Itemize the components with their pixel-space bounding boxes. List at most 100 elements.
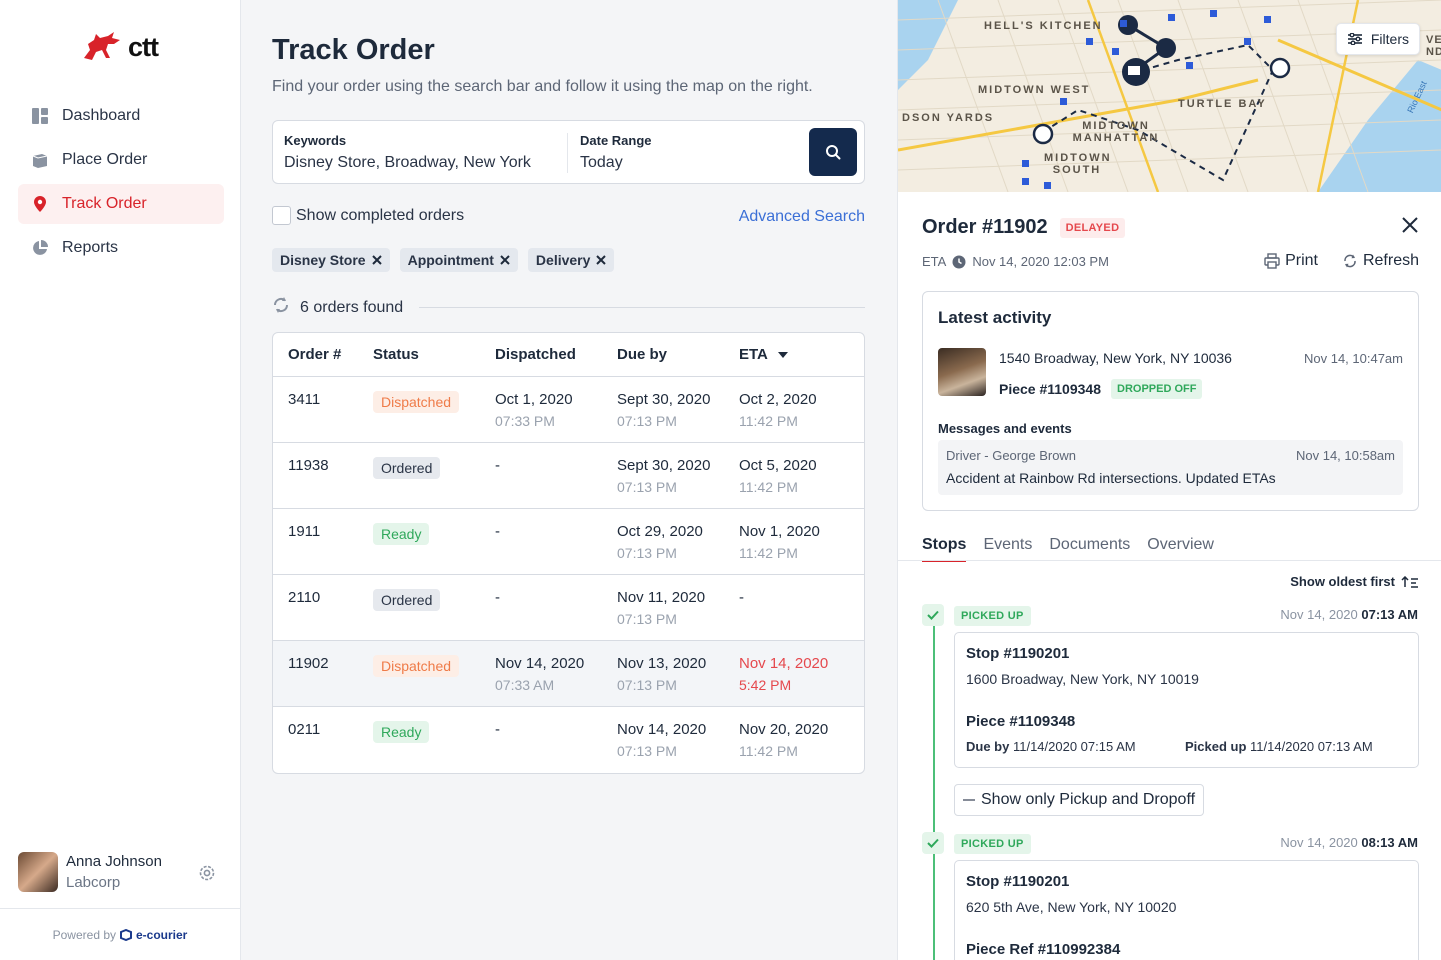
logo[interactable]: ctt [80,30,159,64]
stop-piece: Piece Ref #110992384 [966,941,1121,958]
stop-time: Nov 14, 2020 07:13 AM [1280,607,1418,622]
show-only-pickup-dropoff-button[interactable]: Show only Pickup and Dropoff [954,784,1205,816]
sidebar-item-label: Reports [62,239,119,256]
table-row[interactable]: 11938 Ordered - Sept 30, 2020 07:13 PM Oc… [273,443,864,509]
message-time: Nov 14, 10:58am [1295,448,1395,463]
stop-picked-label: Picked up [1185,739,1247,754]
filters-button[interactable]: Filters [1335,23,1420,55]
keywords-input[interactable]: Disney Store, Broadway, New York [284,154,531,171]
message-text: Accident at Rainbow Rd intersections. Up… [946,470,1276,486]
close-icon[interactable] [500,255,510,265]
sidebar-item-reports[interactable]: Reports [18,228,224,268]
map-label: MIDTOWN WEST [978,84,1091,96]
user-profile[interactable]: Anna Johnson Labcorp [18,852,224,892]
due-date: Nov 14, 2020 [617,721,707,738]
order-number: 1911 [288,523,321,540]
stop-address: 1600 Broadway, New York, NY 10019 [966,671,1199,687]
chip-label: Delivery [535,252,591,268]
table-row-selected[interactable]: 11902 Dispatched Nov 14, 2020 07:33 AM No… [273,641,864,707]
due-date: Nov 13, 2020 [617,655,707,672]
activity-piece-label: Piece #1109348 [999,381,1101,397]
orders-table: Order # Status Dispatched Due by ETA 341… [272,332,865,774]
order-number: 0211 [288,721,321,738]
status-badge: DELAYED [1059,217,1126,238]
sort-down-icon[interactable] [777,351,788,358]
advanced-search-link[interactable]: Advanced Search [738,208,865,225]
stop-title: Stop #1190201 [966,645,1070,662]
eta-date: Oct 5, 2020 [739,457,817,474]
package-photo[interactable] [938,348,986,396]
close-icon[interactable] [371,255,382,265]
filter-chip[interactable]: Appointment [399,248,518,272]
filter-chip[interactable]: Disney Store [272,248,390,272]
keywords-field[interactable]: Keywords Disney Store, Broadway, New Yor… [284,133,531,172]
check-icon [922,832,944,854]
status-badge: Ordered [373,457,441,479]
table-row[interactable]: 0211 Ready - Nov 14, 2020 07:13 PM Nov 20… [273,707,864,773]
date-range-label: Date Range [580,133,652,148]
tab-events[interactable]: Events [983,536,1033,553]
dispatched-time: 07:33 PM [495,413,555,429]
pie-chart-icon [32,240,48,256]
filter-chip[interactable]: Delivery [527,248,615,272]
dashboard-icon [32,108,48,124]
search-button[interactable] [809,128,857,176]
sort-ascending-icon [1401,575,1418,588]
show-completed-label: Show completed orders [296,206,465,224]
table-header: Order # Status Dispatched Due by ETA [273,333,864,377]
detail-actions: Print Refresh [1264,252,1419,270]
col-eta[interactable]: ETA [739,346,864,363]
tab-overview[interactable]: Overview [1147,536,1214,553]
logo-text: ctt [128,31,159,62]
sidebar-item-dashboard[interactable]: Dashboard [18,96,224,136]
clock-icon [952,255,966,268]
stop-card[interactable]: Stop #1190201 1600 Broadway, New York, N… [954,632,1419,768]
dispatched-date: Oct 1, 2020 [495,391,573,408]
refresh-button[interactable]: Refresh [1342,252,1419,270]
search-bar: Keywords Disney Store, Broadway, New Yor… [272,120,865,184]
sort-toggle[interactable]: Show oldest first [1290,574,1419,589]
tab-stops[interactable]: Stops [922,536,967,562]
close-icon[interactable] [1401,216,1419,239]
sidebar-item-place-order[interactable]: Place Order [18,140,224,180]
print-label: Print [1285,252,1318,269]
table-row[interactable]: 1911 Ready - Oct 29, 2020 07:13 PM Nov 1,… [273,509,864,575]
show-completed-row[interactable]: Show completed orders [272,206,464,225]
activity-time: Nov 14, 10:47am [1303,351,1403,366]
due-date: Sept 30, 2020 [617,391,711,408]
tab-documents[interactable]: Documents [1049,536,1131,553]
refresh-icon[interactable] [272,296,290,319]
message-item[interactable]: Driver - George Brown Nov 14, 10:58am Ac… [938,440,1403,495]
eta-value: Nov 14, 2020 12:03 PM [972,254,1109,269]
keywords-label: Keywords [284,133,347,148]
col-status[interactable]: Status [373,346,419,363]
show-completed-checkbox[interactable] [272,206,291,225]
gear-icon[interactable] [198,864,216,887]
date-range-field[interactable]: Date Range Today [580,133,652,172]
order-title-text: Order #11902 [922,216,1048,238]
close-icon[interactable] [596,255,607,265]
map[interactable]: HELL'S KITCHEN MIDTOWN WEST DSON YARDS M… [898,0,1441,192]
stop-card[interactable]: Stop #1190201 620 5th Ave, New York, NY … [954,860,1419,960]
printer-icon [1264,253,1280,269]
table-row[interactable]: 3411 Dispatched Oct 1, 2020 07:33 PM Sept… [273,377,864,443]
sidebar: ctt Dashboard Place Order Track Order Re… [0,0,241,960]
print-button[interactable]: Print [1264,252,1318,270]
status-badge: Ready [373,721,430,743]
col-due-by[interactable]: Due by [617,346,668,363]
table-row[interactable]: 2110 Ordered - Nov 11, 2020 07:13 PM - [273,575,864,641]
stop-due: Due by 11/14/2020 07:15 AM [966,739,1136,754]
stop-piece: Piece #1109348 [966,713,1076,730]
col-order[interactable]: Order # [288,346,342,363]
col-dispatched[interactable]: Dispatched [495,346,576,363]
eta-time: 5:42 PM [739,677,792,693]
filter-chips: Disney Store Appointment Delivery [272,248,615,272]
eta-time: 11:42 PM [739,413,798,429]
map-canvas[interactable] [898,0,1441,192]
sidebar-item-label: Place Order [62,151,148,168]
date-range-input[interactable]: Today [580,154,623,171]
timeline-line [933,620,935,960]
sidebar-item-track-order[interactable]: Track Order [18,184,224,224]
main-content: Track Order Find your order using the se… [241,0,897,960]
search-icon [826,145,841,160]
